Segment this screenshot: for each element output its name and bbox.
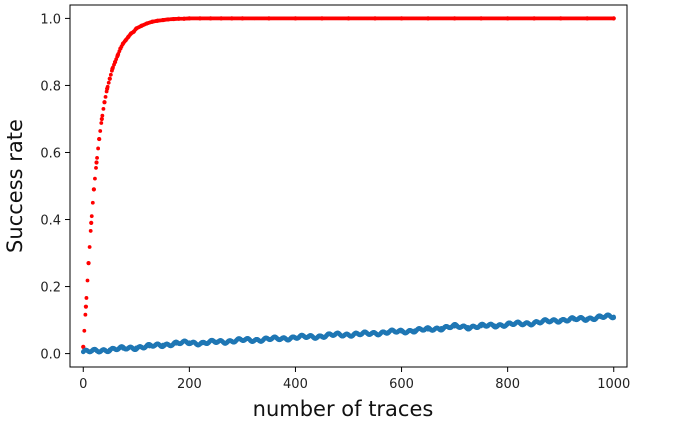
x-tick-label: 200 — [177, 377, 202, 392]
y-tick-label: 0.0 — [40, 348, 61, 363]
trace-marker — [98, 129, 103, 133]
data-point — [89, 220, 94, 225]
y-tick-label: 0.8 — [40, 79, 61, 94]
data-point — [83, 304, 89, 309]
trace-marker — [89, 214, 94, 219]
trace-marker — [97, 137, 102, 141]
trace-marker — [102, 100, 107, 105]
y-tick-label: 0.4 — [40, 214, 61, 229]
trace-marker — [103, 94, 108, 99]
trace-marker — [108, 72, 113, 77]
trace-marker — [94, 166, 98, 170]
trace-marker — [611, 315, 617, 320]
trace-marker — [82, 328, 87, 333]
trace-marker — [95, 155, 99, 160]
trace-marker — [86, 261, 91, 265]
series-1 — [80, 312, 617, 355]
trace-marker — [83, 312, 88, 317]
trace-marker — [93, 176, 97, 181]
x-tick-label: 400 — [283, 377, 308, 392]
data-point — [94, 160, 99, 165]
trace-marker — [91, 187, 96, 192]
x-tick-label: 1000 — [597, 377, 630, 392]
trace-marker — [106, 80, 111, 85]
series-0-dense-markers — [81, 16, 616, 349]
series-1-dense-markers — [80, 312, 617, 355]
series-0 — [81, 16, 616, 349]
trace-marker — [90, 200, 95, 205]
trace-marker — [96, 146, 101, 151]
trace-marker — [107, 76, 112, 81]
trace-marker — [100, 113, 105, 118]
y-tick-label: 0.6 — [40, 146, 61, 161]
trace-marker — [99, 121, 104, 125]
trace-marker — [81, 344, 86, 349]
trace-marker — [84, 296, 89, 300]
x-axis: 0 200 400 600 800 1000 — [79, 367, 630, 392]
y-tick-label: 0.2 — [40, 281, 61, 296]
trace-marker — [85, 278, 90, 283]
x-tick-label: 600 — [389, 377, 414, 392]
data-series — [80, 16, 617, 355]
x-tick-label: 800 — [495, 377, 520, 392]
trace-marker — [611, 16, 616, 21]
plot-frame — [69, 4, 628, 368]
trace-marker — [104, 89, 109, 94]
trace-marker — [101, 107, 106, 111]
y-axis: 0.0 0.2 0.4 0.6 0.8 1.0 — [40, 12, 70, 363]
trace-marker — [110, 68, 114, 73]
y-tick-label: 1.0 — [40, 12, 61, 27]
y-axis-title: Success rate — [3, 119, 27, 253]
x-axis-title: number of traces — [253, 397, 434, 421]
data-point — [99, 116, 104, 122]
trace-marker — [88, 229, 93, 233]
trace-marker — [105, 84, 110, 89]
trace-marker — [87, 245, 92, 249]
x-tick-label: 0 — [79, 377, 87, 392]
